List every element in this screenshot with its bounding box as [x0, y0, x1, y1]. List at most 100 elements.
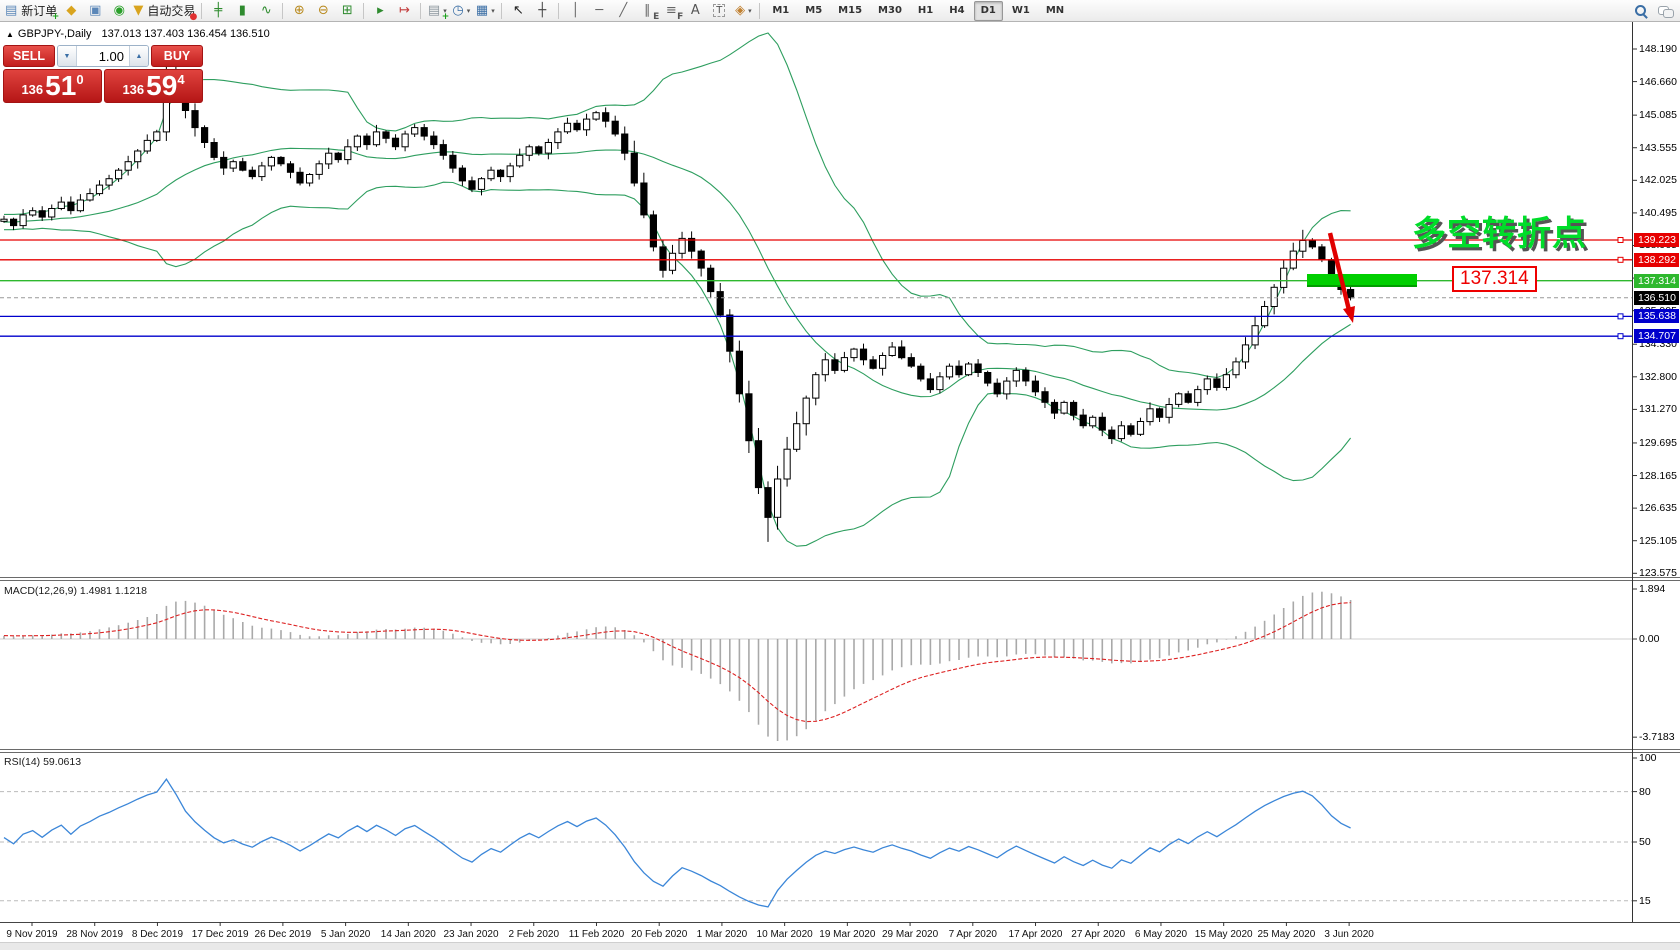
- zoom-in-icon[interactable]: ⊕: [288, 1, 310, 21]
- date-label: 23 Jan 2020: [443, 929, 499, 940]
- collapse-icon[interactable]: ▲: [6, 30, 14, 39]
- line-price-tag: 135.638: [1634, 309, 1679, 324]
- bull-candle: [793, 423, 801, 450]
- bear-candle: [38, 210, 46, 218]
- toolbar-separator: [282, 2, 284, 19]
- bull-candle: [1012, 369, 1020, 382]
- arrows-icon: ◈: [735, 3, 746, 18]
- bull-candle: [124, 161, 132, 171]
- horizontal-line-icon[interactable]: ─: [588, 1, 610, 21]
- bull-candle: [1117, 425, 1126, 440]
- chat-icon: [1657, 3, 1674, 19]
- terminal-window-icon[interactable]: ▣: [84, 1, 106, 21]
- chat-icon[interactable]: [1654, 1, 1676, 21]
- timeframe-m5[interactable]: M5: [805, 5, 823, 16]
- fibonacci-icon[interactable]: ≡ F: [665, 3, 684, 22]
- price-tick-label: 132.800: [1639, 370, 1677, 383]
- bear-candle: [535, 146, 543, 154]
- text-icon: A: [690, 3, 700, 18]
- vertical-line-icon: │: [571, 3, 580, 18]
- bull-candle: [1222, 374, 1231, 389]
- search-icon: [1633, 3, 1649, 19]
- tile-windows-icon[interactable]: ⊞: [336, 1, 358, 21]
- timeframe-m30[interactable]: M30: [878, 5, 902, 16]
- price-tick-label: 123.575: [1639, 567, 1677, 580]
- cursor-icon[interactable]: ↖: [507, 1, 529, 21]
- date-label: 10 Mar 2020: [756, 929, 813, 940]
- signals-icon[interactable]: ◉: [108, 1, 130, 21]
- timeframe-m1[interactable]: M1: [772, 5, 790, 16]
- date-label: 26 Dec 2019: [254, 929, 312, 940]
- price-tick-label: 143.555: [1639, 141, 1677, 154]
- autotrading-button: ▼: [133, 3, 144, 18]
- timeframe-h1[interactable]: H1: [917, 5, 934, 16]
- zoom-out-icon[interactable]: ⊖: [312, 1, 334, 21]
- bull-candle: [840, 357, 848, 371]
- periods-icon[interactable]: ◷ ▾: [452, 3, 471, 18]
- date-label: 8 Dec 2019: [131, 929, 184, 940]
- bear-candle: [726, 314, 734, 352]
- periods-icon: ◷: [452, 3, 464, 18]
- bull-candle: [1060, 401, 1068, 414]
- bear-candle: [1050, 401, 1059, 414]
- vertical-line-icon[interactable]: │: [564, 1, 586, 21]
- highlight-bar[interactable]: [1307, 274, 1417, 287]
- timeframe-h4[interactable]: H4: [949, 5, 965, 16]
- bull-candle: [153, 131, 161, 141]
- timeframe-d1[interactable]: D1: [973, 0, 1003, 21]
- turning-point-annotation[interactable]: 多空转折点: [1412, 215, 1587, 253]
- bar-chart-icon[interactable]: ╪: [207, 1, 229, 21]
- bear-candle: [630, 152, 638, 184]
- search-icon[interactable]: [1630, 1, 1652, 21]
- toolbar-separator: [759, 2, 761, 19]
- date-label: 17 Apr 2020: [1008, 929, 1063, 940]
- price-annotation-box[interactable]: 137.314: [1452, 266, 1537, 292]
- bull-candle: [29, 210, 37, 216]
- new-order-button: ▤: [5, 3, 18, 18]
- buy-button[interactable]: BUY: [151, 45, 203, 67]
- equidistant-channel-icon[interactable]: ∥ E: [644, 3, 660, 22]
- volume-increase-button[interactable]: ▲: [129, 46, 148, 66]
- bear-candle: [754, 440, 763, 489]
- rsi-tick-label: 15: [1639, 894, 1651, 907]
- fibonacci-icon: ≡: [665, 3, 677, 18]
- line-chart-icon[interactable]: ∿: [255, 1, 277, 21]
- rsi-panel: [0, 778, 1632, 908]
- text-icon[interactable]: A: [684, 1, 706, 21]
- indicators-list-icon[interactable]: ▤ + ▾: [427, 3, 450, 22]
- date-label: 14 Jan 2020: [380, 929, 436, 940]
- bear-candle: [363, 135, 371, 146]
- bull-candle: [592, 112, 600, 120]
- price-tick-label: 142.025: [1639, 174, 1677, 187]
- timeframe-w1[interactable]: W1: [1011, 5, 1030, 16]
- timeframe-m15[interactable]: M15: [838, 5, 863, 16]
- line-handle: [1617, 333, 1624, 340]
- date-label: 15 May 2020: [1194, 929, 1253, 940]
- chart-shift-icon[interactable]: ↦: [393, 1, 415, 21]
- sell-button[interactable]: SELL: [3, 45, 55, 67]
- line-chart-icon: ∿: [260, 3, 272, 18]
- bull-candle: [401, 133, 409, 148]
- buy-price-box[interactable]: 136 59 4: [104, 69, 203, 103]
- volume-input[interactable]: [77, 46, 129, 66]
- auto-scroll-icon[interactable]: ▸: [369, 1, 391, 21]
- bull-candle: [850, 348, 858, 359]
- sell-price-box[interactable]: 136 51 0: [3, 69, 102, 103]
- bull-candle: [544, 142, 552, 154]
- new-order-button[interactable]: ▤ + 新订单: [5, 3, 60, 22]
- arrows-icon[interactable]: ◈ ▾: [735, 3, 752, 18]
- autotrading-button[interactable]: ▼ ● 自动交易: [133, 3, 198, 22]
- volume-decrease-button[interactable]: ▼: [58, 46, 77, 66]
- terminal-window-icon: ▣: [89, 3, 102, 18]
- text-label-icon[interactable]: T: [708, 1, 730, 21]
- timeframe-mn[interactable]: MN: [1045, 5, 1065, 16]
- trendline-icon[interactable]: ╱: [612, 1, 634, 21]
- rsi-tick-label: 100: [1639, 752, 1657, 764]
- market-watch-icon[interactable]: ◆: [60, 1, 82, 21]
- bear-candle: [334, 152, 342, 161]
- candlestick-chart-icon[interactable]: ▮: [231, 1, 253, 21]
- bear-candle: [458, 167, 466, 182]
- crosshair-icon[interactable]: ┼: [531, 1, 553, 21]
- templates-icon[interactable]: ▦ ▾: [475, 3, 495, 18]
